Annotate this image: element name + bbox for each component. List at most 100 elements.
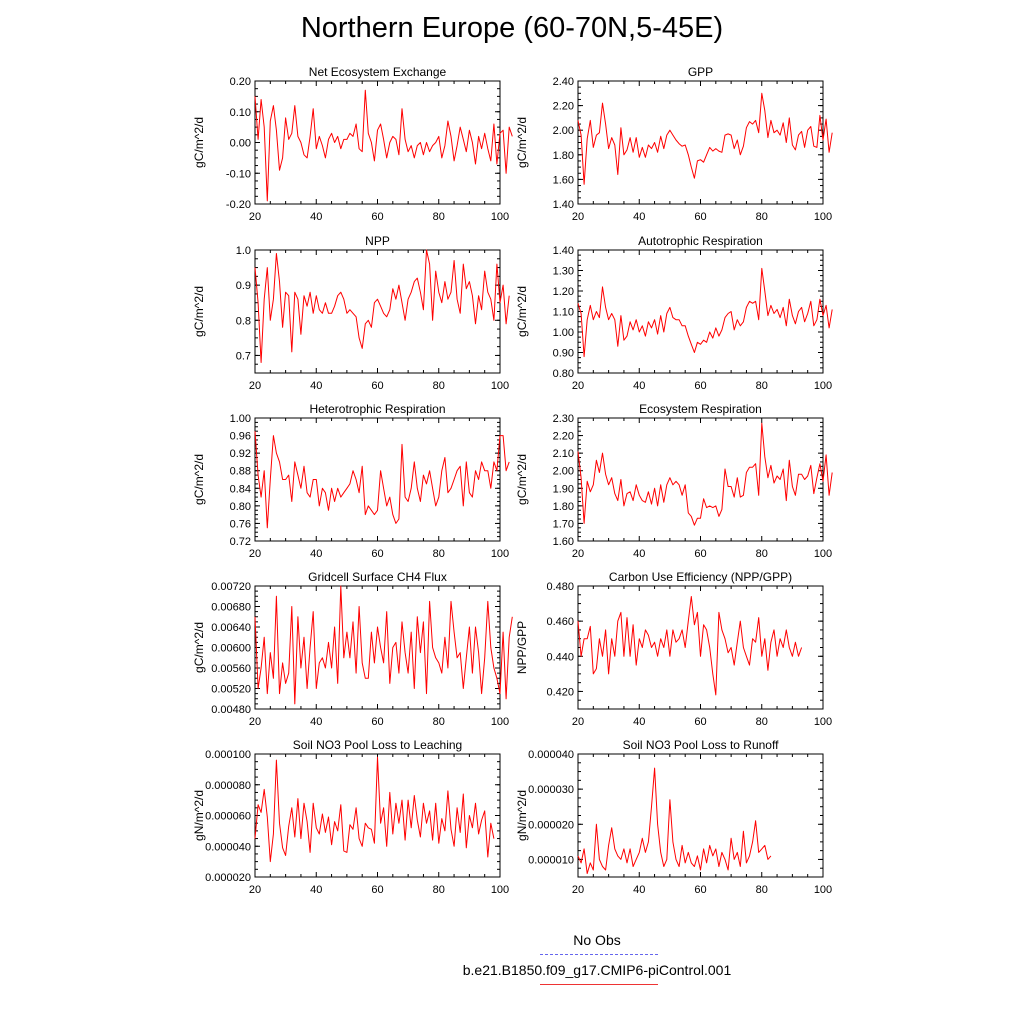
x-tick-label: 80: [756, 548, 768, 560]
y-tick-label: 0.00480: [211, 704, 251, 716]
x-tick-label: 40: [633, 548, 645, 560]
x-tick-label: 80: [756, 211, 768, 223]
y-tick-label: 1.40: [553, 199, 574, 211]
x-tick-label: 100: [814, 380, 832, 392]
y-tick-label: 0.20: [230, 76, 251, 88]
x-tick-label: 20: [249, 380, 261, 392]
y-axis-label: gN/m^2/d: [192, 790, 206, 841]
x-tick-label: 80: [433, 716, 445, 728]
y-tick-label: 0.80: [553, 368, 574, 380]
panel-title: Gridcell Surface CH4 Flux: [308, 570, 447, 584]
y-tick-label: 2.00: [553, 125, 574, 137]
y-axis-label: gC/m^2/d: [515, 454, 529, 505]
y-tick-label: 0.00560: [211, 663, 251, 675]
plot-frame: [254, 80, 501, 205]
y-axis-label: gN/m^2/d: [515, 790, 529, 841]
y-tick-label: 0.000040: [528, 749, 574, 761]
x-tick-label: 80: [756, 716, 768, 728]
series-line: [577, 267, 833, 358]
plot-frame: [254, 417, 501, 542]
y-tick-label: 1.60: [553, 536, 574, 548]
y-tick-label: 1.40: [553, 245, 574, 257]
y-tick-label: 2.00: [553, 466, 574, 478]
x-tick-label: 20: [572, 884, 584, 896]
chart-panel-4: Autotrophic Respiration gC/m^2/d 20 40 60 80 1…: [515, 234, 833, 392]
x-tick-label: 100: [491, 548, 509, 560]
series-line: [577, 92, 833, 185]
x-tick-label: 20: [572, 548, 584, 560]
x-tick-label: 60: [694, 884, 706, 896]
y-tick-label: 2.20: [553, 431, 574, 443]
y-tick-label: -0.20: [226, 199, 251, 211]
x-tick-label: 20: [572, 211, 584, 223]
x-tick-label: 100: [491, 211, 509, 223]
plot-frame: [577, 249, 824, 374]
y-tick-label: 0.460: [546, 616, 574, 628]
series-line: [577, 596, 803, 696]
y-axis-label: gC/m^2/d: [192, 622, 206, 673]
plot-frame: [577, 417, 824, 542]
chart-panel-5: Heterotrophic Respiration gC/m^2/d 20 40 60 8…: [192, 402, 510, 560]
y-axis-label: gC/m^2/d: [192, 117, 206, 168]
chart-panel-7: Gridcell Surface CH4 Flux gC/m^2/d 20 40 60 8…: [192, 570, 513, 728]
chart-panel-1: Net Ecosystem Exchange gC/m^2/d 20 40 60 80 10…: [192, 65, 513, 223]
series-line: [254, 89, 513, 202]
panel-title: NPP: [365, 234, 390, 248]
y-tick-label: 0.000080: [205, 780, 251, 792]
x-tick-label: 60: [694, 548, 706, 560]
x-tick-label: 100: [491, 380, 509, 392]
plot-frame: [577, 585, 824, 710]
series-line: [577, 767, 772, 874]
x-tick-label: 100: [491, 716, 509, 728]
y-tick-label: 1.20: [553, 286, 574, 298]
y-tick-label: 1.60: [553, 174, 574, 186]
y-tick-label: 2.20: [553, 101, 574, 113]
y-tick-label: 1.10: [553, 307, 574, 319]
y-tick-label: 0.72: [230, 536, 251, 548]
plot-frame: [577, 753, 824, 878]
plot-frame: [254, 753, 501, 878]
y-tick-label: 0.84: [230, 483, 251, 495]
x-tick-label: 80: [433, 380, 445, 392]
y-tick-label: 0.00640: [211, 622, 251, 634]
x-tick-label: 80: [756, 884, 768, 896]
x-tick-label: 60: [371, 380, 383, 392]
y-axis-label: NPP/GPP: [515, 621, 529, 674]
y-tick-label: 0.000030: [528, 784, 574, 796]
y-tick-label: 1.00: [230, 413, 251, 425]
y-tick-label: 1.90: [553, 483, 574, 495]
chart-panel-10: Soil NO3 Pool Loss to Runoff gN/m^2/d 20 40…: [515, 738, 832, 896]
y-tick-label: 0.7: [236, 350, 251, 362]
x-tick-label: 60: [371, 548, 383, 560]
y-tick-label: 0.000100: [205, 749, 251, 761]
y-tick-label: 0.10: [230, 107, 251, 119]
x-tick-label: 100: [814, 884, 832, 896]
panel-title: Autotrophic Respiration: [638, 234, 763, 248]
x-tick-label: 20: [249, 211, 261, 223]
x-tick-label: 40: [633, 884, 645, 896]
series-line: [254, 585, 513, 705]
x-tick-label: 40: [310, 884, 322, 896]
panel-title: Heterotrophic Respiration: [309, 402, 445, 416]
x-tick-label: 40: [310, 380, 322, 392]
y-tick-label: 2.40: [553, 76, 574, 88]
panel-title: Soil NO3 Pool Loss to Runoff: [623, 738, 780, 752]
x-tick-label: 60: [694, 211, 706, 223]
x-tick-label: 40: [310, 211, 322, 223]
chart-panel-8: Carbon Use Efficiency (NPP/GPP) NPP/GPP 20…: [515, 570, 832, 728]
y-tick-label: 0.9: [236, 280, 251, 292]
panel-title: Net Ecosystem Exchange: [309, 65, 447, 79]
x-tick-label: 100: [814, 211, 832, 223]
y-tick-label: 0.00600: [211, 643, 251, 655]
x-tick-label: 40: [310, 548, 322, 560]
y-tick-label: 0.440: [546, 651, 574, 663]
x-tick-label: 60: [371, 716, 383, 728]
panel-title: GPP: [688, 65, 713, 79]
panel-title: Soil NO3 Pool Loss to Leaching: [293, 738, 462, 752]
y-tick-label: 0.90: [553, 348, 574, 360]
y-tick-label: 0.000010: [528, 854, 574, 866]
y-tick-label: 0.80: [230, 501, 251, 513]
y-tick-label: 2.30: [553, 413, 574, 425]
x-tick-label: 100: [814, 548, 832, 560]
